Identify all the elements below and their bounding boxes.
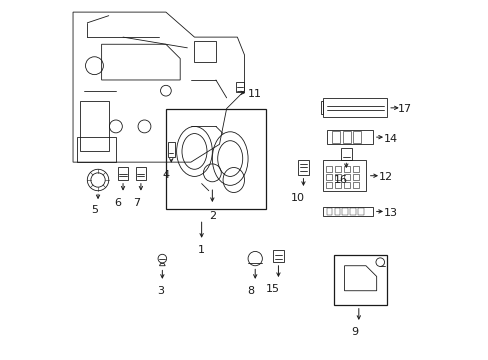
Bar <box>333 255 386 305</box>
Bar <box>342 131 350 143</box>
Text: 8: 8 <box>246 286 254 296</box>
Bar <box>325 174 332 180</box>
Text: 15: 15 <box>265 284 280 294</box>
Bar <box>334 166 341 172</box>
Bar <box>334 182 341 188</box>
Bar <box>357 208 363 215</box>
Bar <box>352 166 358 172</box>
Bar <box>334 174 341 180</box>
Text: 9: 9 <box>350 327 357 337</box>
Text: 7: 7 <box>132 198 140 207</box>
Bar <box>331 131 339 143</box>
Bar <box>343 182 349 188</box>
Text: 5: 5 <box>91 205 99 215</box>
Text: 13: 13 <box>383 208 397 218</box>
Bar <box>352 174 358 180</box>
Bar <box>343 174 349 180</box>
Bar <box>349 208 355 215</box>
Text: 4: 4 <box>162 170 169 180</box>
Bar <box>325 166 332 172</box>
Text: 17: 17 <box>397 104 411 114</box>
Bar <box>352 182 358 188</box>
Text: 6: 6 <box>114 198 121 207</box>
Text: 11: 11 <box>248 89 262 99</box>
Bar <box>343 166 349 172</box>
Bar <box>326 208 332 215</box>
Text: 2: 2 <box>208 211 216 221</box>
Text: 10: 10 <box>290 193 304 203</box>
Text: 16: 16 <box>333 175 347 185</box>
Bar <box>165 109 265 208</box>
Bar <box>342 208 347 215</box>
Text: 3: 3 <box>157 286 163 296</box>
Text: 14: 14 <box>383 134 397 144</box>
Text: 12: 12 <box>378 172 392 182</box>
Bar <box>325 182 332 188</box>
Bar <box>353 131 361 143</box>
Text: 1: 1 <box>198 245 204 255</box>
Bar <box>334 208 340 215</box>
